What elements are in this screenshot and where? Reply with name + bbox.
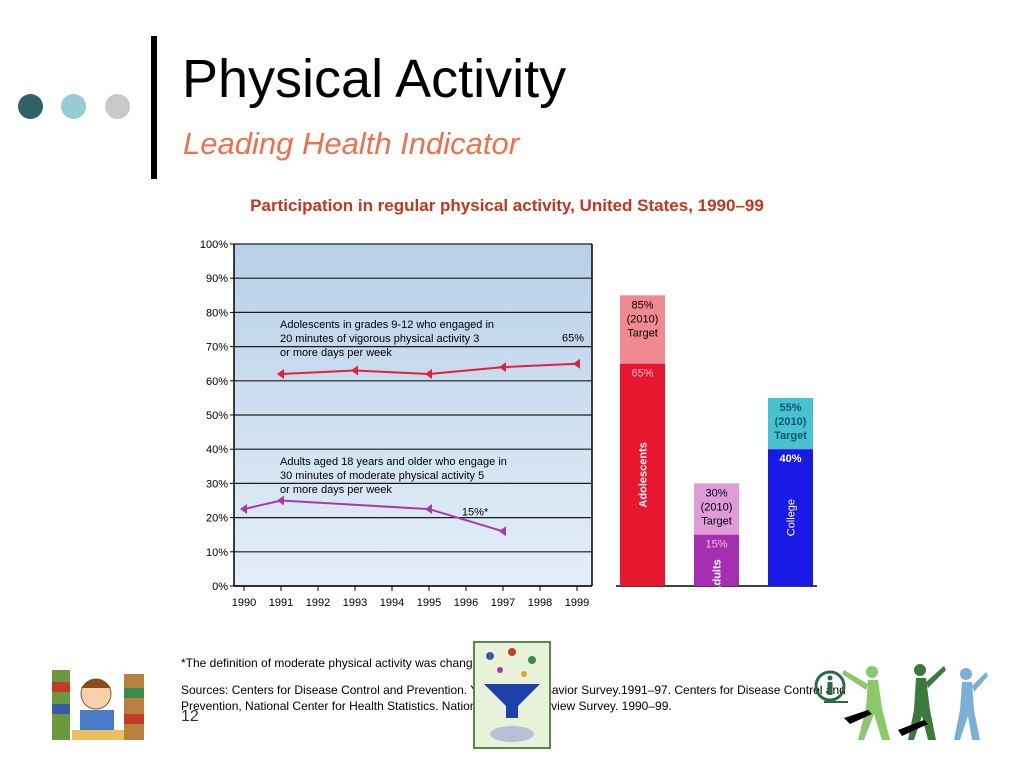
- series-label: 30 minutes of moderate physical activity…: [280, 470, 484, 482]
- y-tick-label: 100%: [200, 239, 228, 251]
- chart-title: Participation in regular physical activi…: [250, 196, 764, 215]
- slide-title: Physical Activity: [182, 49, 567, 109]
- data-point: [351, 365, 358, 376]
- target-label: 30%: [705, 487, 727, 499]
- x-tick-label: 1991: [269, 597, 293, 609]
- x-tick-label: 1992: [306, 597, 330, 609]
- data-point: [277, 495, 284, 506]
- x-tick-label: 1993: [343, 597, 367, 609]
- y-tick-label: 60%: [206, 376, 228, 388]
- target-label: Target: [774, 430, 807, 442]
- y-tick-label: 90%: [206, 273, 228, 285]
- y-tick-label: 50%: [206, 410, 228, 422]
- target-label: (2010): [627, 313, 659, 325]
- data-point: [499, 526, 506, 537]
- slide-subtitle: Leading Health Indicator: [183, 126, 520, 161]
- current-value-label: 65%: [631, 368, 653, 380]
- series-label: Adolescents in grades 9-12 who engaged i…: [280, 319, 494, 331]
- x-tick-label: 1995: [417, 597, 441, 609]
- y-tick-label: 40%: [206, 444, 228, 456]
- target-label: Target: [627, 327, 658, 339]
- series-label: Adults aged 18 years and older who engag…: [280, 456, 507, 468]
- slide-number: 12: [181, 708, 199, 725]
- y-tick-label: 10%: [206, 547, 228, 559]
- dot-light-teal: [61, 94, 86, 119]
- dot-dark-teal: [18, 94, 43, 119]
- target-bar-segment: [768, 397, 813, 450]
- target-label: 55%: [779, 402, 801, 414]
- data-point: [425, 504, 432, 515]
- series-label: or more days per week: [280, 484, 392, 496]
- x-tick-label: 1999: [565, 597, 589, 609]
- bar-category-label: College: [786, 499, 798, 536]
- y-tick-label: 80%: [206, 307, 228, 319]
- current-bar-segment: [768, 449, 813, 586]
- x-tick-label: 1990: [232, 597, 256, 609]
- series-end-label: 65%: [562, 333, 584, 345]
- line-chart: 0% 10% 20% 30% 40% 50% 60% 70% 80% 90% 100% 1990 199…: [200, 239, 593, 609]
- x-tick-label: 1997: [491, 597, 515, 609]
- x-tick-label: 1998: [528, 597, 552, 609]
- current-bar-segment: [694, 534, 739, 586]
- dancers-clipart: [842, 664, 988, 740]
- info-icon[interactable]: [812, 668, 852, 708]
- funnel-clipart: [473, 641, 551, 749]
- slide-decoration-dots: [18, 94, 138, 120]
- x-tick-label: 1994: [380, 597, 404, 609]
- y-tick-label: 0%: [212, 581, 228, 593]
- y-tick-label: 30%: [206, 478, 228, 490]
- x-tick-label: 1996: [454, 597, 478, 609]
- series-label: or more days per week: [280, 347, 392, 359]
- current-bar-segment: [620, 363, 665, 586]
- series-line: [243, 499, 504, 533]
- series-end-label: 15%*: [462, 506, 489, 518]
- series-label: 20 minutes of vigorous physical activity…: [280, 333, 479, 345]
- bar-category-label: Adolescents: [638, 442, 650, 507]
- bar-category-label: Adults: [712, 559, 724, 593]
- y-tick-label: 20%: [206, 513, 228, 525]
- target-label: Target: [701, 515, 732, 527]
- bar-chart: 85% (2010) Target 65% Adolescents 30% (2010) Ta…: [616, 295, 817, 593]
- data-point: [425, 368, 432, 379]
- target-bar-segment: [694, 483, 739, 535]
- data-point: [573, 358, 580, 369]
- current-value-label: 40%: [779, 453, 801, 465]
- target-bar-segment: [620, 295, 665, 364]
- target-label: (2010): [775, 416, 807, 428]
- dot-gray: [105, 94, 130, 119]
- target-label: 85%: [631, 299, 653, 311]
- data-point: [240, 504, 247, 515]
- target-label: (2010): [701, 501, 733, 513]
- footnote: *The definition of moderate physical act…: [181, 656, 532, 670]
- title-divider: [151, 36, 157, 179]
- data-point: [499, 362, 506, 373]
- y-tick-label: 70%: [206, 342, 228, 354]
- student-books-clipart: [52, 670, 144, 740]
- current-value-label: 15%: [705, 539, 727, 551]
- data-point: [277, 368, 284, 379]
